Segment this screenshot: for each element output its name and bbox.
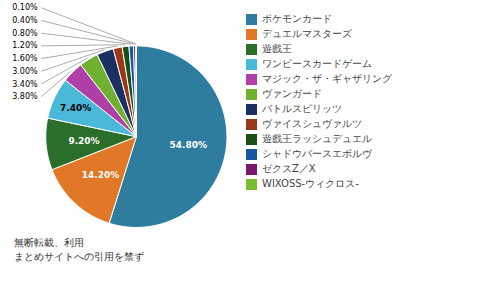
svg-text:3.40%: 3.40% <box>12 80 38 89</box>
html-text:まとめサイトへの引用を禁ず: まとめサイトへの引用を禁ず <box>14 251 144 262</box>
html-text:ヴァイスシュヴァルツ: ヴァイスシュヴァルツ <box>262 118 362 129</box>
html-text:デュエルマスターズ: デュエルマスターズ <box>262 28 352 39</box>
svg-text:54.80%: 54.80% <box>170 140 208 150</box>
html-text:WIXOSS-ウィクロス-: WIXOSS-ウィクロス- <box>262 178 359 189</box>
svg-text:14.20%: 14.20% <box>82 170 120 180</box>
svg-text:1.60%: 1.60% <box>12 54 38 63</box>
svg-text:3.00%: 3.00% <box>12 67 38 76</box>
svg-text:0.80%: 0.80% <box>12 29 38 38</box>
svg-text:7.40%: 7.40% <box>60 103 91 113</box>
svg-text:9.20%: 9.20% <box>68 136 99 146</box>
html-text:遊戲王: 遊戲王 <box>262 43 292 54</box>
html-text:ヴァンガード: ヴァンガード <box>262 88 322 99</box>
svg-text:1.20%: 1.20% <box>12 41 38 50</box>
html-text:ワンピースカードゲーム: ワンピースカードゲーム <box>262 58 372 69</box>
html-text:ゼクスZ／X: ゼクスZ／X <box>262 163 316 174</box>
html-text:遊戲王ラッシュデュエル: 遊戲王ラッシュデュエル <box>262 133 372 144</box>
svg-text:3.80%: 3.80% <box>12 92 38 101</box>
svg-text:0.40%: 0.40% <box>12 16 38 25</box>
html-text:無断転載、利用: 無断転載、利用 <box>14 237 84 248</box>
html-text:マジック・ザ・ギャザリング: マジック・ザ・ギャザリング <box>262 73 392 84</box>
html-text:ポケモンカード: ポケモンカード <box>262 13 332 24</box>
html-text:シャドウバースエボルヴ: シャドウバースエボルヴ <box>262 148 372 159</box>
html-text:バトルスピリッツ: バトルスピリッツ <box>262 103 342 114</box>
svg-text:0.10%: 0.10% <box>12 3 38 12</box>
